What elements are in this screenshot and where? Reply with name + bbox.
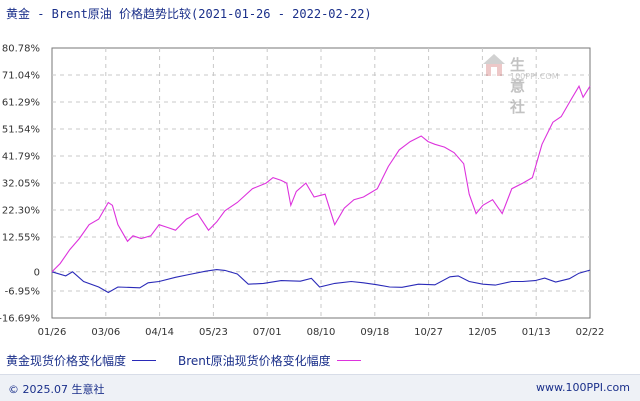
y-tick-label: 61.29% <box>2 97 40 108</box>
x-tick-label: 09/18 <box>360 327 389 338</box>
x-tick-label: 08/10 <box>307 327 336 338</box>
series-line-gold <box>51 269 591 294</box>
y-tick-label: 80.78% <box>2 44 40 55</box>
x-tick-label: 12/05 <box>468 327 497 338</box>
y-tick-label: 32.05% <box>2 178 40 189</box>
y-tick-label: 71.04% <box>2 70 40 81</box>
series-layer <box>51 84 591 294</box>
y-tick-label: 12.55% <box>2 233 40 244</box>
y-tick-label: -6.95% <box>5 287 40 298</box>
watermark-logo-icon <box>483 54 505 76</box>
chart-legend: 黄金现货价格变化幅度 Brent原油现货价格变化幅度 <box>6 352 383 369</box>
chart-title: 黄金 - Brent原油 价格趋势比较(2021-01-26 - 2022-02… <box>6 7 372 21</box>
x-tick-label: 10/27 <box>414 327 443 338</box>
y-tick-label: 41.79% <box>2 152 40 163</box>
y-tick-label: -16.69% <box>0 314 40 325</box>
footer-bar: © 2025.07 生意社 www.100PPI.com <box>0 374 640 401</box>
x-tick-label: 07/01 <box>253 327 282 338</box>
x-tick-label: 03/06 <box>91 327 120 338</box>
legend-label-brent: Brent原油现货价格变化幅度 <box>178 354 331 368</box>
legend-swatch-brent <box>336 360 361 361</box>
x-tick-label: 02/22 <box>576 327 605 338</box>
x-tick-label: 01/26 <box>38 327 67 338</box>
x-tick-label: 05/23 <box>199 327 228 338</box>
y-tick-label: 51.54% <box>2 124 40 135</box>
series-line-brent <box>51 84 591 273</box>
copyright-text: © 2025.07 生意社 <box>8 383 105 396</box>
watermark-url: 100PPI.COM <box>510 72 559 81</box>
site-link[interactable]: www.100PPI.com <box>536 381 630 394</box>
x-tick-label: 04/14 <box>145 327 174 338</box>
x-tick-label: 01/13 <box>522 327 551 338</box>
tick-layer: 80.78% 71.04% 61.29% 51.54% 41.79% 32.05% 22.3… <box>0 44 604 339</box>
watermark-name: 生意社 <box>510 56 526 116</box>
legend-swatch-gold <box>132 360 157 361</box>
y-tick-label: 22.30% <box>2 205 40 216</box>
watermark: 生意社 100PPI.COM <box>482 52 559 116</box>
legend-label-gold: 黄金现货价格变化幅度 <box>6 354 127 368</box>
y-tick-label: 0 <box>34 267 40 278</box>
